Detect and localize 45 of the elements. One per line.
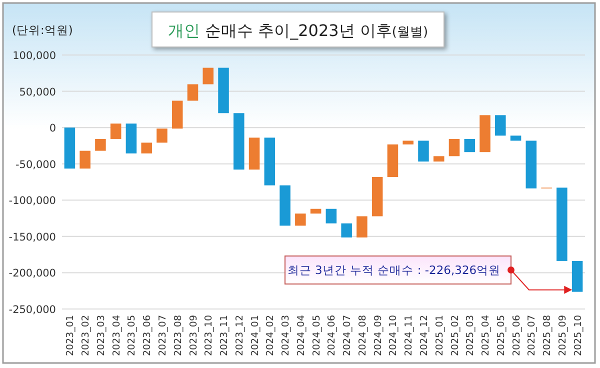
x-tick-label: 2023_08 [172,315,184,356]
x-tick-label: 2023_06 [142,315,154,356]
x-tick-label: 2023_07 [157,315,168,356]
x-tick-label: 2023_05 [126,315,138,356]
x-tick-label: 2025_02 [450,315,461,356]
x-tick-label: 2024_04 [296,315,307,356]
y-tick-label: 50,000 [19,86,56,98]
x-tick-label: 2024_01 [250,315,261,356]
x-tick-label: 2023_02 [80,315,92,356]
x-tick-label: 2024_05 [311,315,322,356]
x-tick-label: 2024_10 [388,315,400,356]
x-tick-label: 2025_09 [557,315,568,356]
x-tick-label: 2025_10 [572,315,584,356]
x-tick-label: 2023_01 [65,315,76,356]
x-tick-label: 2024_02 [265,315,276,356]
x-tick-label: 2023_11 [219,315,230,356]
x-tick-label: 2023_04 [111,315,122,356]
y-tick-label: 0 [49,122,56,135]
x-tick-label: 2024_09 [372,315,384,356]
y-tick-label: -150,000 [8,231,56,244]
y-tick-label: -100,000 [8,195,56,208]
x-tick-label: 2023_10 [204,315,215,356]
y-tick-label: -200,000 [8,268,56,280]
x-tick-label: 2025_01 [434,315,446,356]
x-tick-label: 2025_07 [526,315,538,356]
x-tick-label: 2023_12 [234,315,246,356]
y-axis-title: (단위:억원) [12,23,73,37]
x-tick-label: 2024_07 [342,315,354,356]
x-tick-label: 2024_03 [280,315,292,356]
chart-title: 개인 순매수 추이_2023년 이후(월별) [168,21,428,40]
x-tick-label: 2024_12 [418,315,430,356]
x-tick-label: 2024_06 [326,315,338,356]
x-tick-label: 2025_03 [465,315,476,356]
x-tick-label: 2025_08 [542,315,554,356]
x-tick-label: 2025_04 [480,315,492,356]
x-tick-label: 2023_03 [96,315,107,356]
x-tick-label: 2024_11 [404,315,415,356]
annotation: 최근 3년간 누적 순매수 : -226,326억원 [287,263,501,277]
x-tick-label: 2023_09 [188,315,200,356]
y-tick-label: -250,000 [8,304,56,316]
y-tick-label: -50,000 [15,158,56,171]
x-tick-label: 2025_06 [511,315,522,356]
x-tick-label: 2025_05 [496,315,507,356]
x-tick-label: 2024_08 [357,315,368,356]
y-tick-label: 100,000 [12,50,56,62]
